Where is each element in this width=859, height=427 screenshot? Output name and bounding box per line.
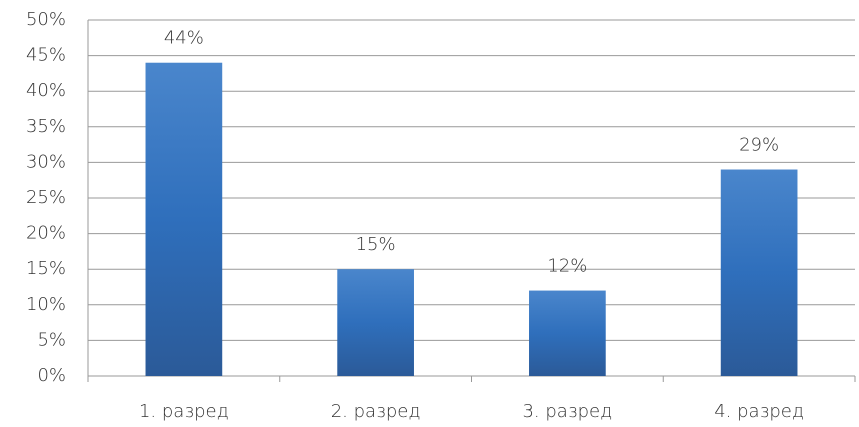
x-tick-label: 3. разред [522, 401, 612, 422]
y-tick-label: 50% [26, 9, 66, 30]
x-tick-label: 1. разред [139, 401, 229, 422]
y-tick-label: 40% [26, 80, 66, 101]
y-tick-label: 10% [26, 294, 66, 315]
data-label: 29% [739, 135, 779, 156]
bar [145, 62, 223, 376]
x-tick-label: 2. разред [331, 401, 421, 422]
bar [720, 169, 798, 376]
data-label: 44% [164, 28, 204, 49]
y-tick-label: 35% [26, 116, 66, 137]
x-tick-label: 4. разред [714, 401, 804, 422]
y-tick-label: 5% [37, 329, 66, 350]
y-tick-label: 25% [26, 187, 66, 208]
bar [337, 269, 414, 376]
y-tick-label: 20% [26, 223, 66, 244]
y-tick-label: 0% [37, 365, 66, 386]
y-tick-label: 45% [26, 45, 66, 66]
data-label: 12% [547, 256, 587, 277]
y-tick-label: 30% [26, 151, 66, 172]
y-tick-label: 15% [26, 258, 66, 279]
data-label: 15% [356, 234, 396, 255]
bar [529, 290, 606, 376]
